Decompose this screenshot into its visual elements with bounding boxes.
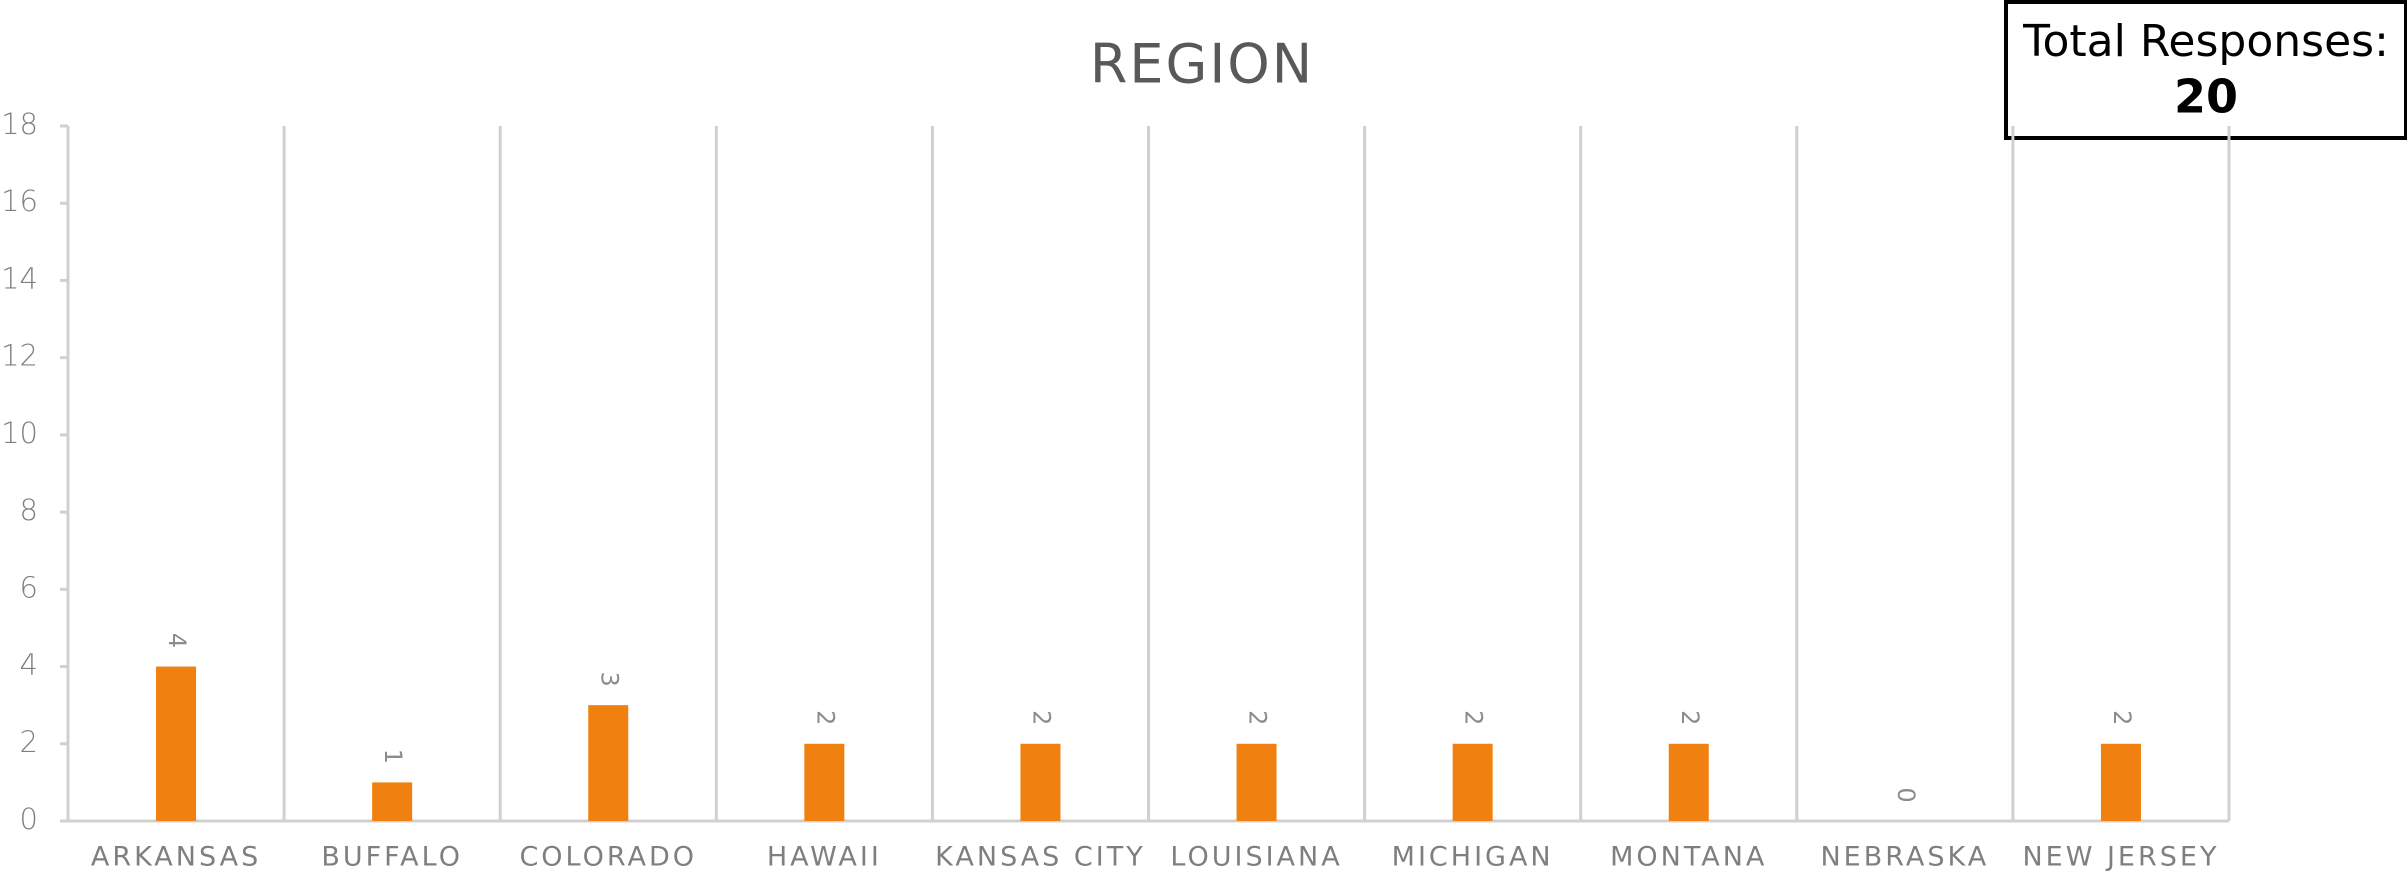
y-tick-label: 18	[1, 107, 38, 141]
bar	[1020, 743, 1061, 821]
y-tick-label: 4	[20, 648, 38, 682]
total-value: 20	[2174, 70, 2238, 124]
y-tick-label: 8	[20, 493, 38, 527]
total-box	[2004, 0, 2407, 140]
bar	[372, 782, 413, 821]
x-tick-label: NEBRASKA	[1820, 842, 1989, 873]
x-tick-label: BUFFALO	[321, 842, 463, 873]
y-tick-label: 10	[1, 416, 38, 450]
data-label: 2	[811, 710, 839, 725]
y-tick-label: 2	[20, 725, 38, 759]
bar	[1668, 743, 1709, 821]
data-label: 2	[1676, 710, 1704, 725]
data-label: 4	[163, 633, 191, 648]
total-label: Total Responses:	[2022, 16, 2389, 67]
bar	[2100, 743, 2141, 821]
x-tick-label: NEW JERSEY	[2022, 842, 2219, 873]
x-tick-label: HAWAII	[767, 842, 882, 873]
data-label: 2	[1027, 710, 1055, 725]
x-tick-label: MICHIGAN	[1392, 842, 1554, 873]
y-tick-label: 16	[1, 184, 38, 218]
x-tick-label: LOUISIANA	[1170, 842, 1342, 873]
chart-title: REGION	[1090, 33, 1314, 96]
y-tick-label: 6	[20, 570, 38, 604]
x-tick-label: ARKANSAS	[91, 842, 261, 873]
data-label: 0	[1892, 787, 1920, 802]
data-label: 2	[1460, 710, 1488, 725]
bar	[1452, 743, 1493, 821]
bar	[1236, 743, 1277, 821]
data-label: 1	[379, 749, 407, 764]
x-tick-label: MONTANA	[1610, 842, 1767, 873]
bar	[156, 666, 197, 821]
x-tick-label: KANSAS CITY	[935, 842, 1146, 873]
data-label: 2	[1244, 710, 1272, 725]
bar	[804, 743, 845, 821]
x-tick-label: COLORADO	[519, 842, 697, 873]
y-tick-label: 14	[1, 261, 38, 295]
bar	[588, 705, 629, 821]
data-label: 3	[595, 672, 623, 687]
data-label: 2	[2108, 710, 2136, 725]
y-tick-label: 12	[1, 339, 38, 373]
y-tick-label: 0	[20, 802, 38, 836]
